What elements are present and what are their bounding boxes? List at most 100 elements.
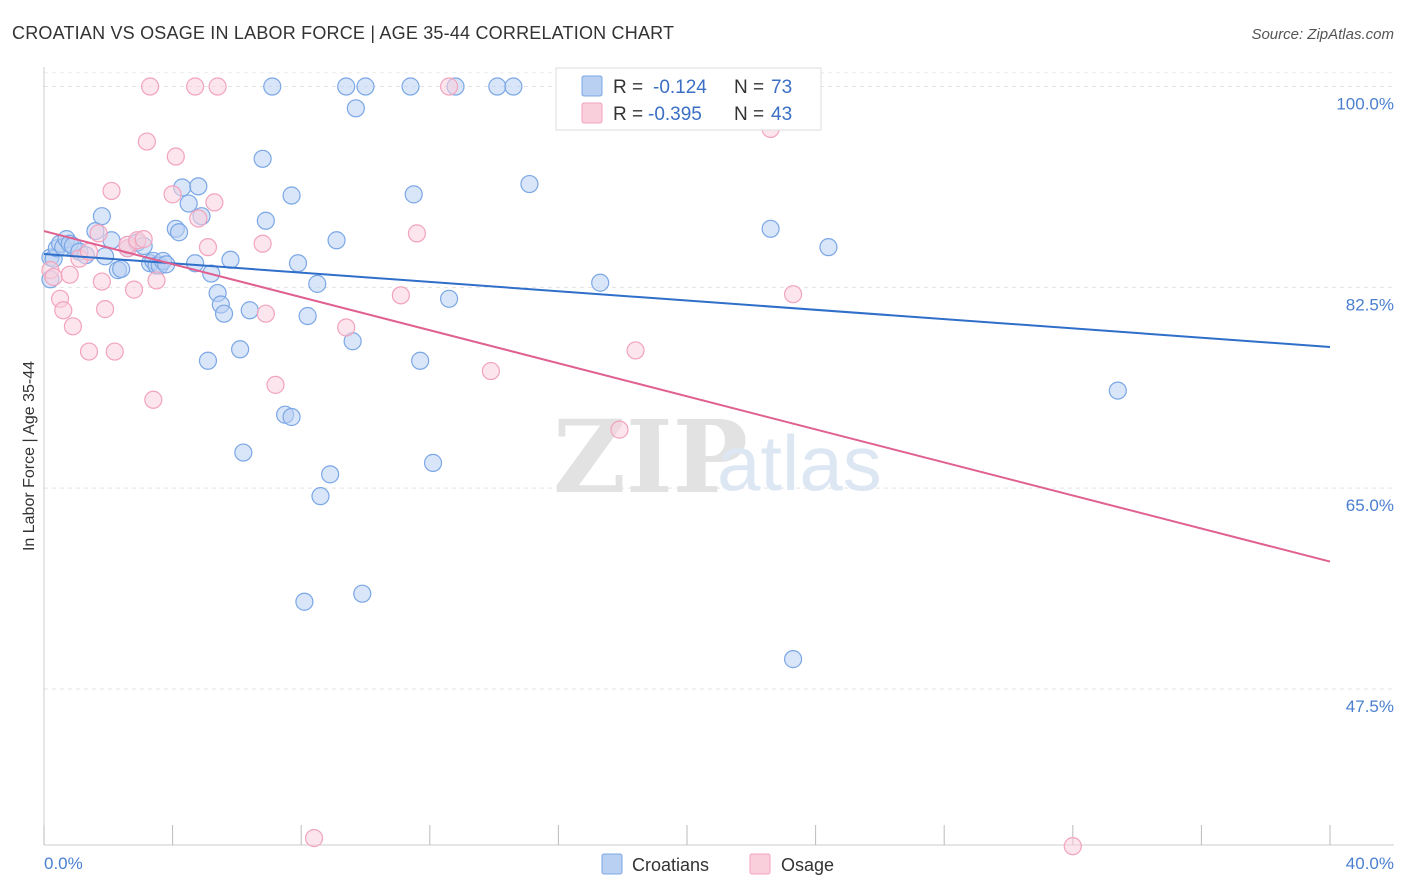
chart-source: Source: ZipAtlas.com [1251, 26, 1394, 43]
osage-point [256, 304, 275, 323]
croatians-point [169, 223, 189, 242]
osage-point [304, 829, 324, 848]
croatians-point [253, 149, 272, 168]
osage-point [1063, 837, 1082, 856]
osage-point [626, 341, 645, 360]
y-tick-label: 82.5% [1346, 295, 1394, 314]
watermark: ZIP atlas [553, 398, 882, 516]
croatians-legend-swatch [581, 75, 603, 97]
croatians-point [179, 194, 198, 213]
croatians-point [308, 274, 327, 293]
croatians-point [346, 99, 365, 118]
croatians-point [221, 250, 240, 269]
croatians-point [819, 238, 838, 257]
osage-point [89, 224, 108, 243]
croatians-point [520, 174, 539, 194]
osage-point [481, 361, 500, 381]
osage-point [186, 77, 205, 96]
osage-point [44, 267, 63, 287]
osage-point [105, 342, 124, 361]
croatians-point [240, 301, 259, 320]
croatians-point [298, 306, 317, 326]
watermark-zip: ZIP [553, 398, 748, 516]
x-axis-ticks [43, 825, 1331, 845]
croatians-point [198, 351, 218, 370]
croatians-point [214, 304, 234, 323]
osage-point [266, 375, 285, 394]
croatians-point [321, 465, 340, 484]
osage-point [166, 147, 185, 166]
osage-series-swatch [749, 853, 771, 875]
y-tick-label: 100.0% [1336, 95, 1394, 114]
chart-title: CROATIAN VS OSAGE IN LABOR FORCE | AGE 3… [12, 23, 674, 43]
croatians-point [404, 185, 423, 204]
osage-point [60, 265, 79, 284]
osage-point [102, 181, 121, 201]
osage-point [92, 272, 111, 291]
croatians-r-value: -0.124 [653, 77, 707, 98]
osage-point [610, 420, 629, 439]
croatians-point [186, 254, 205, 273]
osage-point [407, 224, 427, 243]
croatians-point [263, 77, 282, 96]
osage-trend-line [43, 230, 1331, 563]
osage-legend-swatch [581, 102, 603, 124]
croatians-point [411, 351, 430, 370]
osage-point [54, 301, 73, 320]
watermark-atlas: atlas [717, 419, 882, 507]
osage-point [337, 318, 356, 337]
croatians-point [189, 177, 208, 196]
croatians-point [256, 211, 275, 230]
croatians-point [356, 77, 375, 96]
osage-point [144, 390, 163, 409]
croatians-points [41, 77, 1127, 669]
trend-lines [43, 230, 1331, 563]
croatians-n-value: 73 [771, 77, 792, 98]
croatians-point [288, 254, 308, 273]
osage-point [205, 193, 224, 212]
x-tick-label-min: 0.0% [44, 854, 83, 873]
croatians-point [234, 443, 253, 462]
osage-point [124, 280, 144, 299]
osage-r-label: R = [613, 104, 643, 125]
y-tick-label: 47.5% [1346, 697, 1394, 716]
osage-point [439, 77, 459, 96]
croatians-point [401, 77, 420, 96]
osage-point [783, 285, 803, 304]
croatians-point [95, 247, 115, 266]
croatians-point [92, 207, 111, 226]
osage-point [391, 286, 410, 305]
croatians-r-label: R = [613, 77, 643, 98]
gridlines [44, 72, 1394, 690]
croatians-trend-line [43, 253, 1331, 348]
croatians-n-label: N = [734, 77, 764, 98]
osage-point [198, 238, 218, 257]
osage-n-value: 43 [771, 104, 792, 125]
osage-point [140, 77, 160, 96]
croatians-point [112, 259, 131, 279]
croatians-point [337, 77, 356, 96]
osage-r-value: -0.395 [648, 104, 702, 125]
osage-point [189, 209, 208, 228]
croatians-point [311, 487, 330, 506]
osage-point [253, 234, 272, 253]
stats-legend: R = -0.124 N = 73 R = -0.395 N = 43 [555, 67, 822, 131]
croatians-point [783, 650, 803, 669]
croatians-point [295, 592, 314, 611]
x-tick-label-max: 40.0% [1346, 854, 1394, 873]
osage-series-label: Osage [781, 855, 834, 875]
osage-point [163, 185, 182, 204]
croatians-series-swatch [601, 853, 623, 875]
osage-points [41, 77, 1082, 856]
croatians-point [353, 584, 372, 603]
y-tick-labels: 100.0% 82.5% 65.0% 47.5% [1336, 95, 1394, 716]
croatians-point [423, 453, 443, 472]
croatians-series-label: Croatians [632, 855, 709, 875]
y-axis-label: In Labor Force | Age 35-44 [21, 361, 38, 551]
y-tick-label: 65.0% [1346, 496, 1394, 515]
series-legend: Croatians Osage [601, 853, 834, 875]
croatians-point [1108, 381, 1127, 400]
croatians-point [488, 77, 507, 96]
croatians-point [439, 289, 459, 308]
